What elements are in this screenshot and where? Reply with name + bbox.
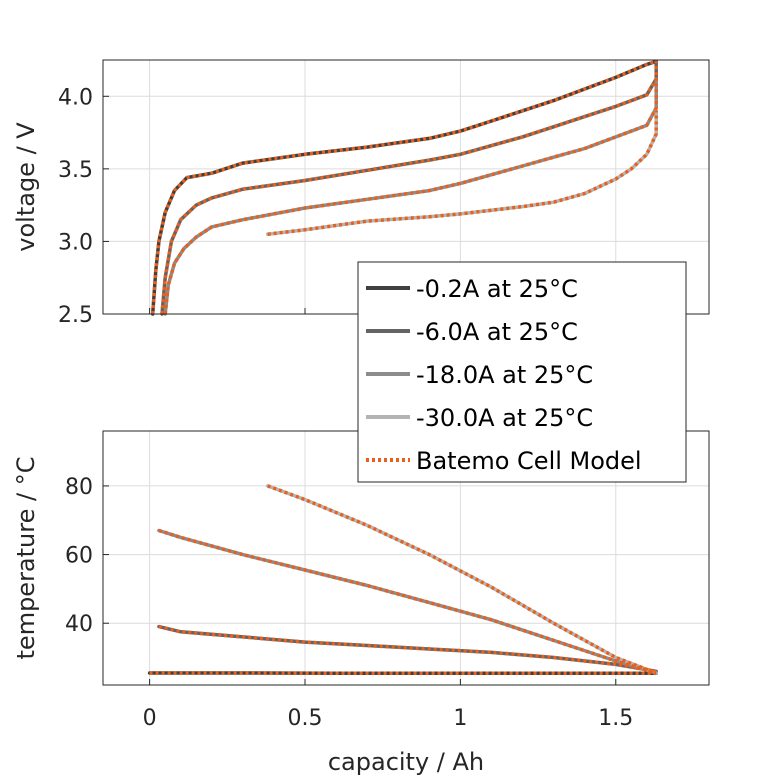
x-tick-label: 0	[143, 706, 157, 731]
temperature-axis-label: temperature / °C	[12, 457, 40, 660]
model-line	[163, 78, 658, 315]
x-tick-label: 1.5	[598, 706, 633, 731]
y-tick-label: 80	[65, 475, 93, 500]
model-line	[158, 528, 657, 675]
voltage-axis-label: voltage / V	[12, 122, 40, 252]
y-tick-label: 40	[65, 612, 93, 637]
model-line	[150, 59, 657, 315]
y-tick-label: 4.0	[58, 85, 93, 110]
y-tick-label: 2.5	[58, 303, 93, 328]
capacity-axis-label: capacity / Ah	[328, 748, 484, 776]
legend: -0.2A at 25°C -6.0A at 25°C -18.0A at 25°C…	[357, 261, 687, 483]
legend-box	[357, 261, 687, 483]
y-tick-label: 3.0	[58, 230, 93, 255]
legend-entry-label: -18.0A at 25°C	[416, 361, 593, 389]
y-tick-label: 60	[65, 544, 93, 569]
y-tick-label: 3.5	[58, 158, 93, 183]
x-tick-label: 0.5	[288, 706, 323, 731]
legend-entry-label: -6.0A at 25°C	[416, 318, 578, 346]
x-tick-label: 1	[453, 706, 467, 731]
legend-entry-label: Batemo Cell Model	[416, 447, 642, 475]
model-line	[160, 61, 658, 315]
legend-entry-label: -0.2A at 25°C	[416, 275, 578, 303]
legend-entry-label: -30.0A at 25°C	[416, 404, 593, 432]
temperature-series-group	[147, 484, 658, 676]
model-line	[267, 484, 657, 675]
model-line	[158, 624, 657, 674]
voltage-series-group	[150, 59, 658, 316]
series-line	[265, 109, 658, 236]
